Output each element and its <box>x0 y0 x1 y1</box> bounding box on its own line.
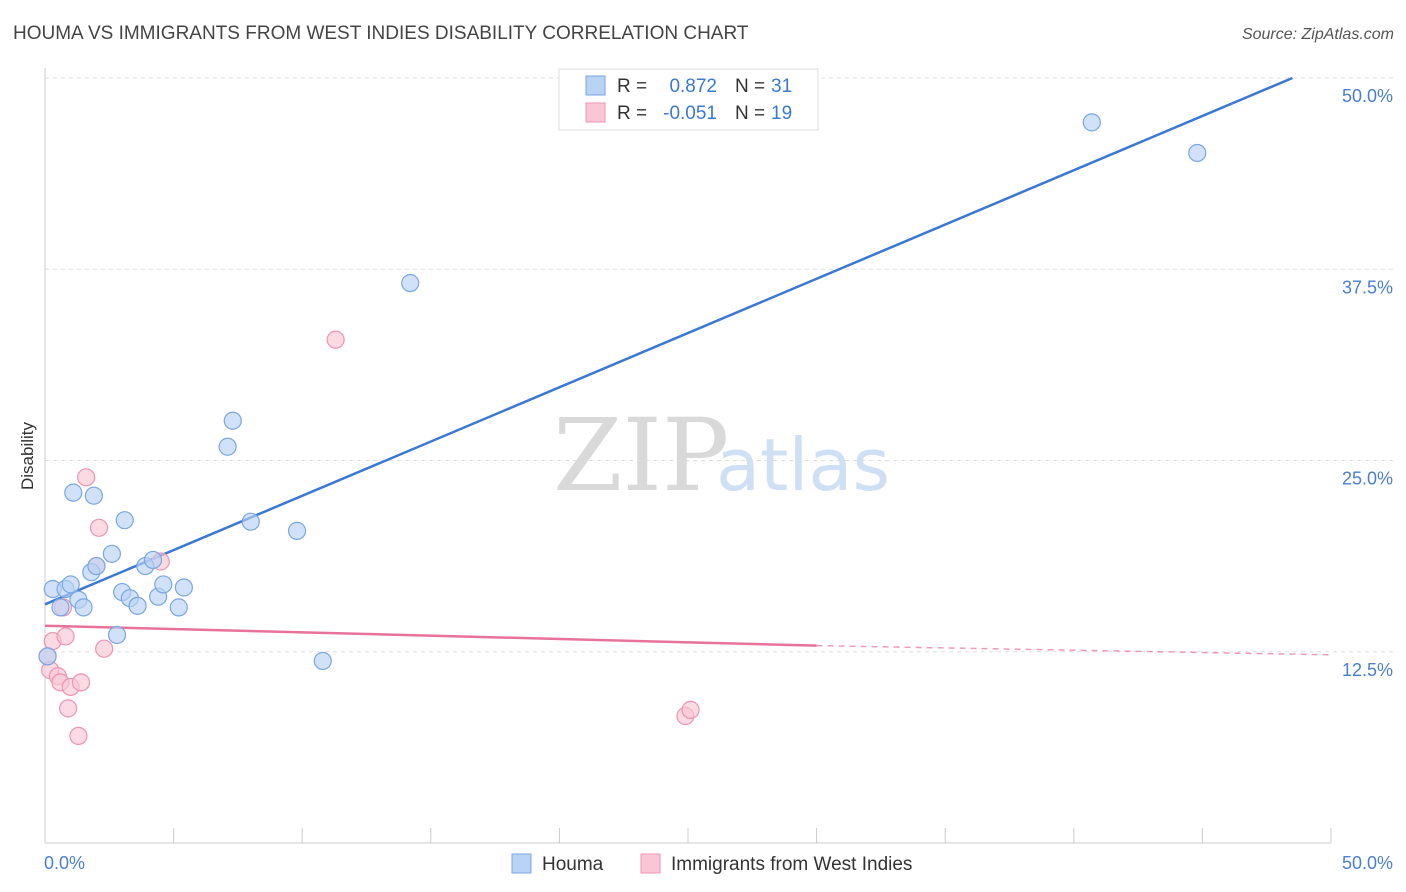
correlation-legend: R = 0.872 N = 31 R = -0.051 N = 19 <box>558 68 819 131</box>
source-label: Source: ZipAtlas.com <box>1242 26 1394 43</box>
legend-wi-r-value: -0.051 <box>663 103 717 124</box>
bottom-legend-swatch-houma <box>511 853 532 874</box>
y-tick-label: 37.5% <box>1342 277 1393 297</box>
houma-point <box>1188 143 1207 163</box>
west-indies-point <box>326 330 345 349</box>
houma-point <box>87 556 106 576</box>
houma-point <box>1082 113 1101 132</box>
grid <box>45 77 1393 653</box>
houma-point <box>241 512 260 531</box>
houma-point <box>51 598 70 617</box>
series-houma <box>38 113 1207 671</box>
houma-point <box>143 550 163 570</box>
chart-title: HOUMA VS IMMIGRANTS FROM WEST INDIES DIS… <box>13 23 749 44</box>
y-tick-label: 25.0% <box>1342 469 1393 489</box>
houma-trend-line <box>44 76 1293 606</box>
houma-point <box>74 598 93 617</box>
houma-point <box>401 273 420 293</box>
west-indies-point <box>56 627 75 646</box>
series-west-indies <box>38 330 700 746</box>
houma-point <box>84 486 103 505</box>
legend-swatch-houma <box>585 75 606 96</box>
houma-point <box>169 598 188 617</box>
bottom-legend-houma: Houma <box>542 854 604 875</box>
x-ticks <box>44 828 1332 843</box>
west-indies-point <box>89 518 109 537</box>
west-indies-point <box>71 673 91 692</box>
trend-lines <box>44 76 1332 656</box>
legend-houma-n-label: N = <box>735 76 765 97</box>
legend-swatch-west-indies <box>585 102 606 123</box>
houma-point <box>102 544 121 563</box>
bottom-legend: Houma Immigrants from West Indies <box>511 853 912 875</box>
bottom-legend-west-indies: Immigrants from West Indies <box>671 854 912 875</box>
houma-point <box>313 651 332 671</box>
y-axis-label: Disability <box>18 421 37 490</box>
legend-houma-n-value: 31 <box>771 76 792 97</box>
houma-point <box>128 596 147 615</box>
x-tick-label-max: 50.0% <box>1342 853 1393 873</box>
west-indies-point <box>95 639 114 658</box>
houma-point <box>218 437 237 456</box>
west-indies-point <box>59 699 78 718</box>
west-indies-point <box>77 468 96 487</box>
bottom-legend-swatch-west-indies <box>640 853 661 874</box>
houma-point <box>107 625 127 645</box>
houma-point <box>38 647 57 666</box>
houma-point <box>154 575 173 594</box>
west-indies-point <box>69 726 88 746</box>
west-indies-trend-extension <box>816 644 1332 656</box>
legend-houma-r-label: R = <box>617 76 647 97</box>
watermark-atlas: atlas <box>716 423 890 507</box>
legend-wi-n-label: N = <box>735 103 765 124</box>
y-tick-labels: 12.5% 25.0% 37.5% 50.0% <box>1342 86 1393 680</box>
west-indies-trend-line <box>44 624 817 647</box>
legend-houma-r-value: 0.872 <box>669 76 717 97</box>
legend-wi-r-label: R = <box>617 103 647 124</box>
legend-wi-n-value: 19 <box>771 103 792 124</box>
watermark-zip: ZIP <box>553 397 729 514</box>
west-indies-point <box>681 700 700 719</box>
houma-point <box>61 575 80 594</box>
houma-point <box>115 511 134 530</box>
y-tick-label: 12.5% <box>1342 660 1393 680</box>
x-tick-label-min: 0.0% <box>44 853 85 873</box>
y-tick-label: 50.0% <box>1342 86 1393 106</box>
houma-point <box>64 483 83 502</box>
houma-point <box>174 578 193 597</box>
houma-point <box>287 521 307 540</box>
houma-point <box>223 411 242 430</box>
